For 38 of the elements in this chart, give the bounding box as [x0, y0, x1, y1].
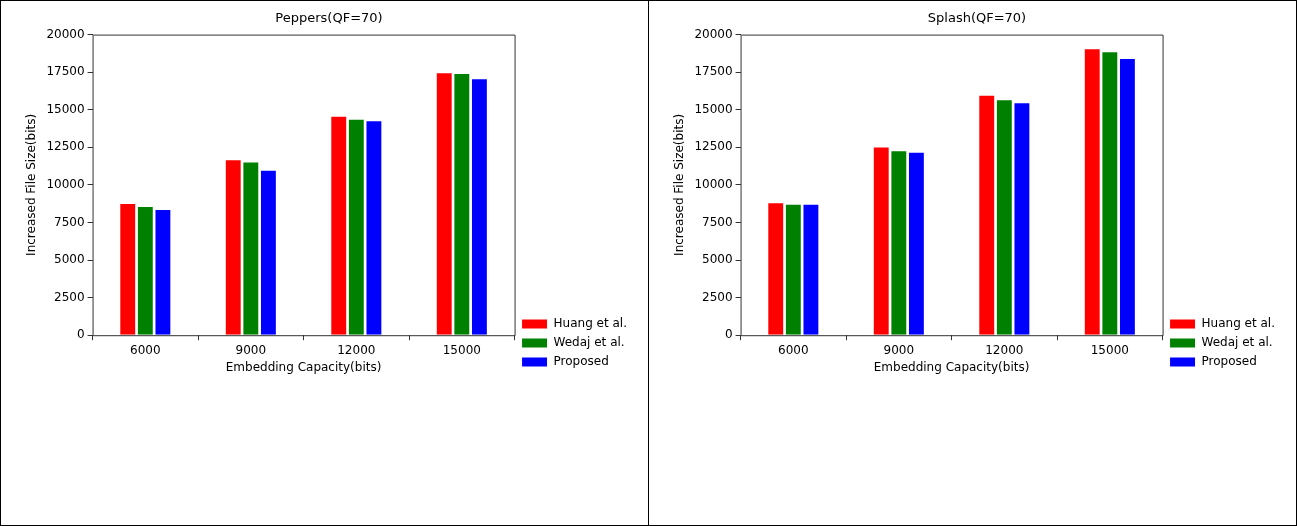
y-tick-label: 7500	[702, 214, 733, 229]
y-axis-title: Increased File Size(bits)	[24, 113, 39, 256]
y-tick-label: 5000	[54, 252, 85, 267]
legend-label: Wedaj et al.	[1201, 335, 1273, 350]
y-tick-label: 0	[76, 327, 85, 342]
x-tick-label: 9000	[883, 342, 915, 357]
y-tick-label: 7500	[54, 214, 85, 229]
chart-title: Splash(QF=70)	[927, 10, 1027, 26]
legend-label: Proposed	[1201, 354, 1257, 369]
x-tick-label: 6000	[130, 342, 161, 357]
y-tick-label: 12500	[46, 139, 85, 154]
legend-label: Huang et al.	[553, 316, 628, 331]
x-tick-label: 15000	[1090, 342, 1129, 357]
x-tick-label: 9000	[235, 342, 267, 357]
x-tick-label: 6000	[778, 342, 809, 357]
y-tick-label: 17500	[694, 64, 733, 79]
x-tick-label: 12000	[985, 342, 1024, 357]
y-tick-label: 12500	[694, 139, 733, 154]
y-tick-label: 20000	[46, 26, 85, 41]
y-tick-label: 10000	[694, 177, 733, 192]
legend-label: Huang et al.	[1201, 316, 1276, 331]
y-tick-label: 15000	[46, 101, 85, 116]
y-tick-label: 10000	[46, 177, 85, 192]
y-tick-label: 0	[724, 327, 733, 342]
y-tick-label: 20000	[694, 26, 733, 41]
y-tick-label: 15000	[694, 101, 733, 116]
legend-label: Proposed	[553, 354, 609, 369]
x-axis-title: Embedding Capacity(bits)	[873, 359, 1030, 374]
y-tick-label: 2500	[54, 289, 85, 304]
y-axis-title: Increased File Size(bits)	[672, 113, 687, 256]
y-tick-label: 5000	[702, 252, 733, 267]
x-tick-label: 15000	[442, 342, 481, 357]
chart-title: Peppers(QF=70)	[275, 10, 383, 26]
x-tick-label: 12000	[337, 342, 376, 357]
y-tick-label: 2500	[702, 289, 733, 304]
x-axis-title: Embedding Capacity(bits)	[225, 359, 382, 374]
y-tick-label: 17500	[46, 64, 85, 79]
legend-label: Wedaj et al.	[553, 335, 625, 350]
